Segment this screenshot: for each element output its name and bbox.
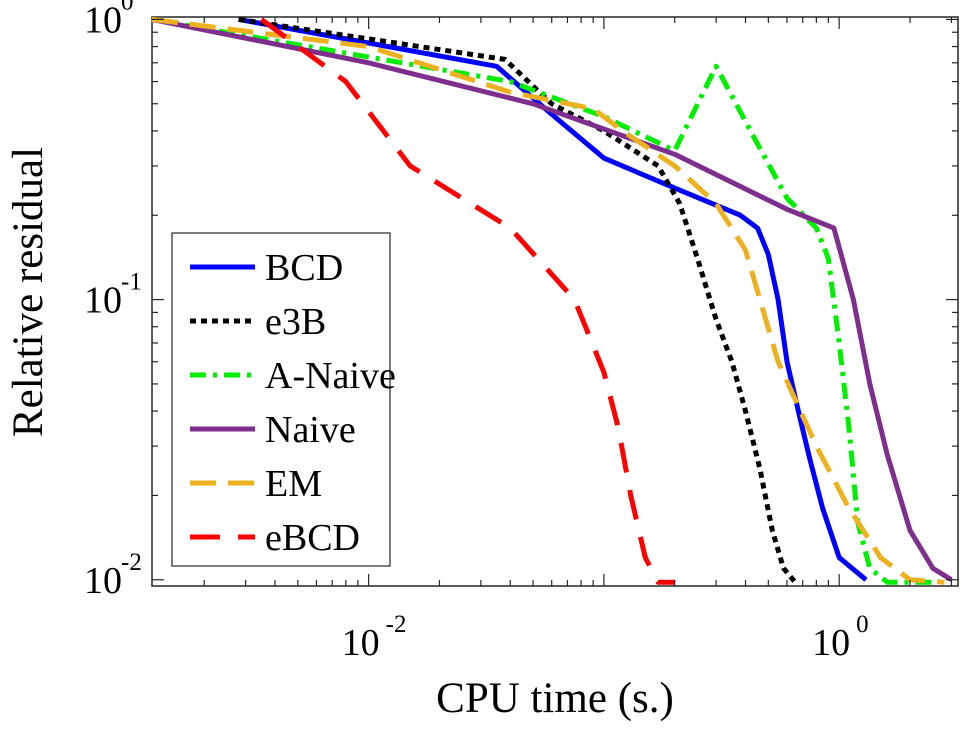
series-line-2: [151, 16, 933, 585]
x-tick-label-1: 10: [812, 622, 850, 664]
x-axis-label: CPU time (s.): [436, 675, 674, 722]
series-line-5: [259, 17, 675, 585]
series-line-4: [151, 16, 945, 585]
y-axis-label: Relative residual: [5, 147, 52, 437]
legend-label-1: e3B: [265, 301, 326, 343]
x-tick-exponent-0: -2: [386, 611, 407, 638]
x-axis-ticks: 10 -2 10 0: [203, 17, 953, 664]
y-tick-label-1: 10: [84, 280, 122, 322]
series-line-3: [151, 16, 953, 582]
legend-label-2: A-Naive: [265, 355, 396, 397]
legend-box: [171, 232, 391, 567]
series-layer: [151, 16, 953, 585]
legend-label-4: EM: [265, 463, 322, 505]
legend-label-5: eBCD: [265, 517, 360, 559]
legend-label-0: BCD: [265, 247, 343, 289]
y-tick-label-0: 10: [84, 560, 122, 602]
y-tick-exponent-1: -1: [121, 269, 142, 296]
y-tick-exponent-2: 0: [121, 0, 134, 15]
series-line-1: [238, 16, 798, 584]
legend: BCD e3B A-Naive Naive EM eBCD: [171, 232, 396, 567]
legend-label-3: Naive: [265, 409, 356, 451]
y-tick-label-2: 10: [84, 0, 122, 41]
x-tick-exponent-1: 0: [856, 611, 869, 638]
y-tick-exponent-0: -2: [121, 549, 142, 576]
legend-items: BCD e3B A-Naive Naive EM eBCD: [190, 247, 396, 559]
x-tick-label-0: 10: [342, 622, 380, 664]
series-line-0: [238, 16, 868, 582]
